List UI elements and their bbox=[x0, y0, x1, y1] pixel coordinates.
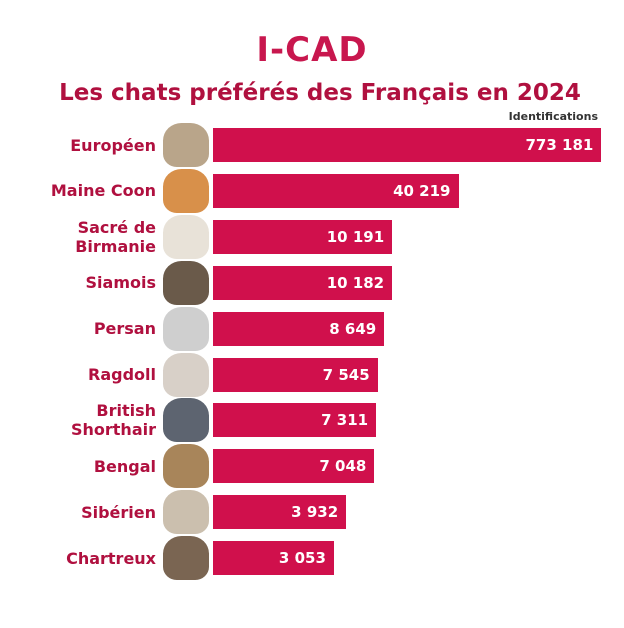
bar bbox=[213, 311, 385, 346]
bar bbox=[213, 128, 602, 162]
value-label: 8 649 bbox=[329, 319, 377, 338]
value-label: 3 932 bbox=[291, 503, 339, 522]
bar bbox=[213, 173, 459, 208]
bar bbox=[213, 495, 347, 530]
value-label: 773 181 bbox=[525, 136, 594, 154]
bar bbox=[213, 357, 378, 392]
cat-photo bbox=[163, 123, 209, 167]
category-label: Persan bbox=[93, 319, 156, 339]
category-label: Siamois bbox=[85, 273, 156, 293]
category-label: Ragdoll bbox=[88, 365, 156, 384]
category-label: Chartreux bbox=[66, 548, 156, 568]
bar bbox=[213, 265, 393, 300]
category-label: Maine Coon bbox=[50, 181, 156, 201]
cat-photo bbox=[163, 444, 209, 489]
bar bbox=[213, 541, 334, 576]
value-label: 3 053 bbox=[278, 549, 326, 568]
bar bbox=[213, 403, 377, 438]
value-label: 10 191 bbox=[326, 227, 385, 246]
value-label: 7 311 bbox=[321, 411, 369, 430]
cat-photo bbox=[163, 398, 209, 443]
bar bbox=[213, 219, 393, 254]
category-label: Bengal bbox=[93, 456, 156, 476]
bar bbox=[213, 449, 375, 484]
chart-title: Les chats préférés des Français en 2024 bbox=[59, 80, 581, 106]
value-label: 10 182 bbox=[326, 273, 385, 292]
category-label: Sibérien bbox=[81, 502, 156, 522]
cat-photo bbox=[163, 490, 209, 535]
category-label: Européen bbox=[70, 135, 156, 155]
value-label: 40 219 bbox=[393, 181, 451, 200]
cat-photo bbox=[163, 536, 209, 581]
value-label: 7 048 bbox=[319, 457, 367, 476]
category-label: Sacré de Birmanie bbox=[75, 217, 156, 256]
cat-photo bbox=[163, 168, 209, 213]
category-label: British Shorthair bbox=[70, 401, 156, 440]
cat-photo bbox=[163, 214, 209, 259]
logo: I-CAD bbox=[256, 30, 368, 70]
cat-photo bbox=[163, 306, 209, 351]
cat-photo bbox=[163, 352, 209, 397]
cat-photo bbox=[163, 260, 209, 305]
axis-label: Identifications bbox=[508, 110, 598, 123]
value-label: 7 545 bbox=[322, 365, 370, 384]
